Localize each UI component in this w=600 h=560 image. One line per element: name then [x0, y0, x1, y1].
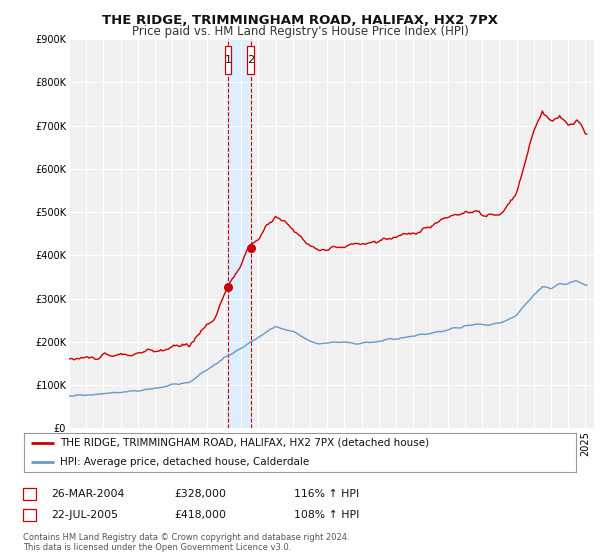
Text: THE RIDGE, TRIMMINGHAM ROAD, HALIFAX, HX2 7PX: THE RIDGE, TRIMMINGHAM ROAD, HALIFAX, HX…	[102, 14, 498, 27]
Text: Price paid vs. HM Land Registry's House Price Index (HPI): Price paid vs. HM Land Registry's House …	[131, 25, 469, 38]
Bar	[228, 39, 251, 428]
Text: 22-JUL-2005: 22-JUL-2005	[51, 510, 118, 520]
Text: 2: 2	[26, 510, 33, 520]
FancyBboxPatch shape	[224, 46, 231, 74]
Text: £328,000: £328,000	[174, 489, 226, 499]
Text: 108% ↑ HPI: 108% ↑ HPI	[294, 510, 359, 520]
Text: THE RIDGE, TRIMMINGHAM ROAD, HALIFAX, HX2 7PX (detached house): THE RIDGE, TRIMMINGHAM ROAD, HALIFAX, HX…	[60, 438, 429, 448]
Text: 1: 1	[26, 489, 33, 499]
Text: 26-MAR-2004: 26-MAR-2004	[51, 489, 124, 499]
FancyBboxPatch shape	[247, 46, 254, 74]
Text: 116% ↑ HPI: 116% ↑ HPI	[294, 489, 359, 499]
Text: Contains HM Land Registry data © Crown copyright and database right 2024.: Contains HM Land Registry data © Crown c…	[23, 533, 349, 542]
Text: 1: 1	[224, 55, 232, 65]
Text: HPI: Average price, detached house, Calderdale: HPI: Average price, detached house, Cald…	[60, 457, 309, 467]
Text: £418,000: £418,000	[174, 510, 226, 520]
Text: This data is licensed under the Open Government Licence v3.0.: This data is licensed under the Open Gov…	[23, 543, 291, 552]
Text: 2: 2	[247, 55, 254, 65]
